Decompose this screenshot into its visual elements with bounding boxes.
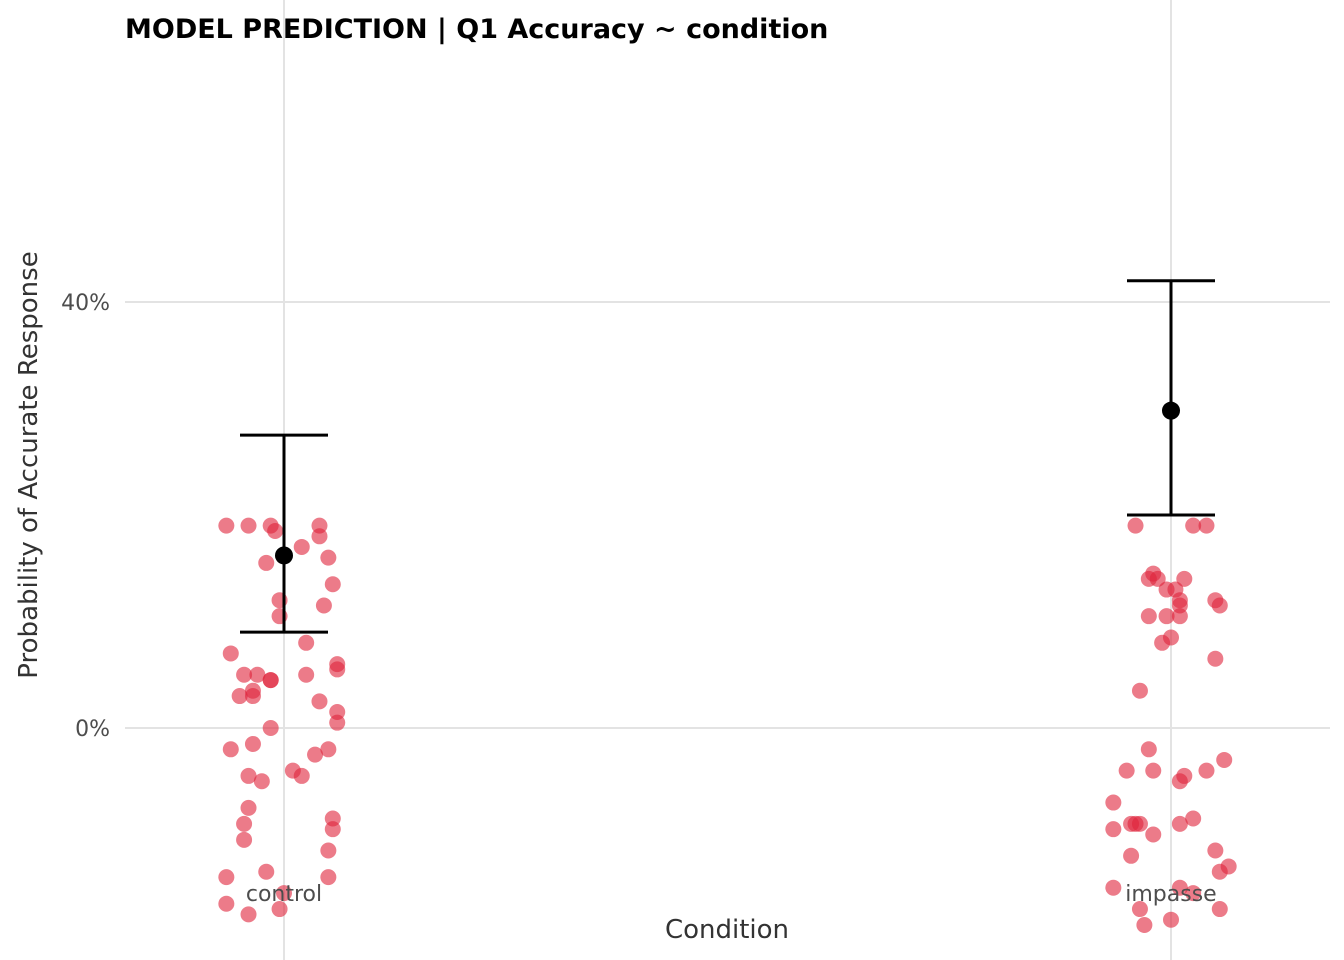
response-point bbox=[244, 682, 261, 699]
response-point bbox=[1176, 570, 1193, 587]
response-point bbox=[1171, 879, 1188, 896]
response-point bbox=[293, 538, 310, 555]
response-point bbox=[1140, 741, 1157, 758]
response-point bbox=[1145, 762, 1162, 779]
estimate-point bbox=[275, 546, 293, 565]
response-point bbox=[240, 517, 257, 534]
response-point bbox=[320, 549, 337, 566]
response-point bbox=[311, 528, 328, 545]
estimate-point bbox=[1162, 401, 1180, 420]
response-point bbox=[244, 735, 261, 752]
response-point bbox=[1140, 608, 1157, 625]
response-point bbox=[1171, 815, 1188, 832]
model-estimates bbox=[240, 279, 1215, 634]
response-point bbox=[231, 688, 248, 705]
response-point bbox=[1198, 517, 1215, 534]
response-point bbox=[262, 672, 279, 689]
response-point bbox=[1105, 821, 1122, 838]
response-point bbox=[262, 720, 279, 736]
response-point bbox=[329, 661, 346, 678]
response-point bbox=[1211, 901, 1228, 918]
response-point bbox=[253, 773, 270, 790]
response-point bbox=[236, 815, 253, 832]
response-point bbox=[1171, 608, 1188, 625]
response-point bbox=[1176, 767, 1193, 784]
response-point bbox=[1118, 762, 1135, 779]
response-point bbox=[311, 693, 328, 710]
response-point bbox=[298, 666, 315, 683]
response-point bbox=[1211, 597, 1228, 614]
response-point bbox=[222, 741, 239, 758]
response-point bbox=[320, 842, 337, 859]
response-point bbox=[1158, 608, 1175, 625]
x-tick-label: impasse bbox=[1125, 882, 1216, 907]
response-point bbox=[320, 741, 337, 758]
response-point bbox=[276, 885, 292, 902]
response-point bbox=[218, 517, 235, 534]
response-point bbox=[218, 869, 235, 886]
response-point bbox=[1131, 901, 1148, 918]
response-point bbox=[293, 767, 310, 784]
response-point bbox=[1211, 863, 1228, 880]
response-point bbox=[324, 821, 341, 838]
chart-title: MODEL PREDICTION | Q1 Accuracy ~ conditi… bbox=[125, 14, 828, 45]
response-point bbox=[240, 799, 257, 816]
response-point bbox=[329, 714, 346, 731]
response-point bbox=[222, 645, 239, 662]
response-point bbox=[324, 576, 341, 593]
response-point bbox=[1105, 794, 1122, 811]
response-point bbox=[258, 863, 275, 880]
response-point bbox=[1105, 879, 1122, 896]
response-point bbox=[307, 746, 324, 763]
response-point bbox=[1198, 762, 1215, 779]
response-point bbox=[1185, 885, 1202, 902]
x-axis-label: Condition bbox=[665, 915, 789, 945]
grid bbox=[125, 0, 1330, 960]
response-point bbox=[315, 597, 332, 614]
response-point bbox=[1207, 650, 1224, 667]
y-tick-label: 0% bbox=[75, 717, 110, 742]
response-point bbox=[258, 554, 275, 571]
response-point bbox=[1131, 682, 1148, 699]
response-points bbox=[218, 517, 1237, 934]
response-point bbox=[236, 831, 253, 848]
y-axis-label: Probability of Accurate Response bbox=[14, 251, 44, 678]
response-point bbox=[1127, 815, 1144, 832]
response-point bbox=[240, 767, 257, 784]
response-point bbox=[1136, 917, 1153, 934]
response-point bbox=[298, 634, 315, 651]
response-point bbox=[1145, 826, 1162, 843]
response-point bbox=[218, 895, 235, 912]
response-point bbox=[1207, 842, 1224, 859]
response-point bbox=[240, 906, 257, 923]
x-tick-label: control bbox=[246, 882, 322, 907]
response-point bbox=[236, 666, 253, 683]
response-point bbox=[1127, 517, 1144, 534]
response-point bbox=[1216, 751, 1233, 768]
response-point bbox=[1123, 847, 1140, 864]
response-point bbox=[249, 666, 266, 683]
response-point bbox=[1185, 517, 1202, 534]
response-point bbox=[267, 522, 284, 539]
response-point bbox=[1185, 810, 1202, 827]
response-point bbox=[320, 869, 337, 886]
response-point bbox=[1140, 570, 1157, 587]
response-point bbox=[271, 901, 288, 918]
response-point bbox=[1163, 629, 1179, 646]
response-point bbox=[1163, 911, 1179, 928]
y-tick-label: 40% bbox=[61, 291, 110, 316]
